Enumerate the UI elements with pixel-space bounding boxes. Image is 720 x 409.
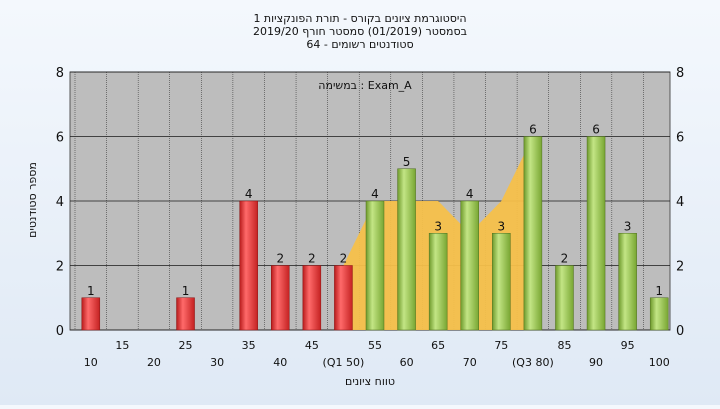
x-tick-30: 30 xyxy=(210,356,224,369)
y-tick-right-8: 8 xyxy=(676,66,684,81)
x-tick-60: 60 xyxy=(400,356,414,369)
bar-45 xyxy=(302,265,322,331)
data-label-80: 6 xyxy=(529,123,537,137)
x-tick-35: 35 xyxy=(242,339,256,352)
bar-55 xyxy=(365,200,385,331)
title-line-1: היסטוגרמת ציונים בקורס - תורת הפונקציות … xyxy=(253,12,466,25)
x-tick-80: (Q3 80) xyxy=(512,356,554,369)
bar-10 xyxy=(81,297,101,331)
x-tick-40: 40 xyxy=(273,356,287,369)
x-ticks: 10 15 20 25 30 35 40 45 (Q1 50)55 60 65 70 75 (Q3 80)… xyxy=(84,339,670,369)
x-tick-65: 65 xyxy=(431,339,445,352)
x-tick-10: 10 xyxy=(84,356,98,369)
bar-25 xyxy=(176,297,195,331)
x-tick-45: 45 xyxy=(305,339,319,352)
x-tick-50: (Q1 50) xyxy=(323,356,365,369)
data-label-95: 3 xyxy=(624,219,632,233)
x-tick-55: 55 xyxy=(368,339,382,352)
data-label-35: 4 xyxy=(245,187,253,201)
y-tick-right-0: 0 xyxy=(676,324,684,339)
bar-50 xyxy=(334,265,353,331)
x-axis-title: טווח ציונים xyxy=(345,375,395,388)
data-label-50: 2 xyxy=(340,252,348,266)
data-label-70: 4 xyxy=(466,187,474,201)
data-label-10: 1 xyxy=(87,284,95,298)
x-tick-90: 90 xyxy=(589,356,603,369)
bar-90 xyxy=(586,136,606,331)
bar-60 xyxy=(397,168,416,331)
title-line-2: בסמסטר (01/2019) סמסטר חורף 2019/20 xyxy=(253,25,467,38)
x-tick-15: 15 xyxy=(115,339,129,352)
y-tick-left-0: 0 xyxy=(56,324,64,339)
x-tick-25: 25 xyxy=(179,339,193,352)
data-label-60: 5 xyxy=(403,155,411,169)
y-tick-left-4: 4 xyxy=(56,195,64,210)
y-tick-right-6: 6 xyxy=(676,131,684,146)
y-tick-right-2: 2 xyxy=(676,260,684,275)
title-line-3: סטודנטים רשומים - 64 xyxy=(306,38,413,51)
bar-70 xyxy=(460,200,479,331)
y-tick-left-6: 6 xyxy=(56,131,64,146)
data-label-75: 3 xyxy=(497,219,505,233)
data-label-65: 3 xyxy=(434,219,442,233)
bar-65 xyxy=(428,233,448,331)
bar-95 xyxy=(618,233,637,331)
data-label-90: 6 xyxy=(592,123,600,137)
y-axis-title: מספר סטודנטים xyxy=(26,162,39,238)
x-tick-95: 95 xyxy=(621,339,635,352)
data-label-40: 2 xyxy=(276,252,284,266)
data-labels: 1 1 4 2 2 2 4 5 3 4 3 6 2 6 3 1 xyxy=(87,123,663,298)
legend-label: Exam_A : במשימה xyxy=(318,79,412,92)
y-ticks-left: 0 2 4 6 8 xyxy=(56,66,64,339)
bar-75 xyxy=(492,233,511,331)
chart-title: היסטוגרמת ציונים בקורס - תורת הפונקציות … xyxy=(253,12,467,51)
y-tick-left-2: 2 xyxy=(56,260,64,275)
bar-80 xyxy=(523,136,543,331)
x-tick-75: 75 xyxy=(494,339,508,352)
bar-35 xyxy=(239,200,258,331)
x-tick-85: 85 xyxy=(557,339,571,352)
x-tick-20: 20 xyxy=(147,356,161,369)
y-tick-right-4: 4 xyxy=(676,195,684,210)
y-ticks-right: 0 2 4 6 8 xyxy=(676,66,684,339)
bar-40 xyxy=(271,265,290,331)
y-tick-left-8: 8 xyxy=(56,66,64,81)
bar-85 xyxy=(555,265,574,331)
data-label-55: 4 xyxy=(371,187,379,201)
bars xyxy=(81,136,669,331)
x-tick-100: 100 xyxy=(649,356,670,369)
data-label-25: 1 xyxy=(182,284,190,298)
x-tick-70: 70 xyxy=(463,356,477,369)
data-label-100: 1 xyxy=(655,284,663,298)
bar-100 xyxy=(649,297,669,331)
data-label-45: 2 xyxy=(308,252,316,266)
data-label-85: 2 xyxy=(561,252,569,266)
